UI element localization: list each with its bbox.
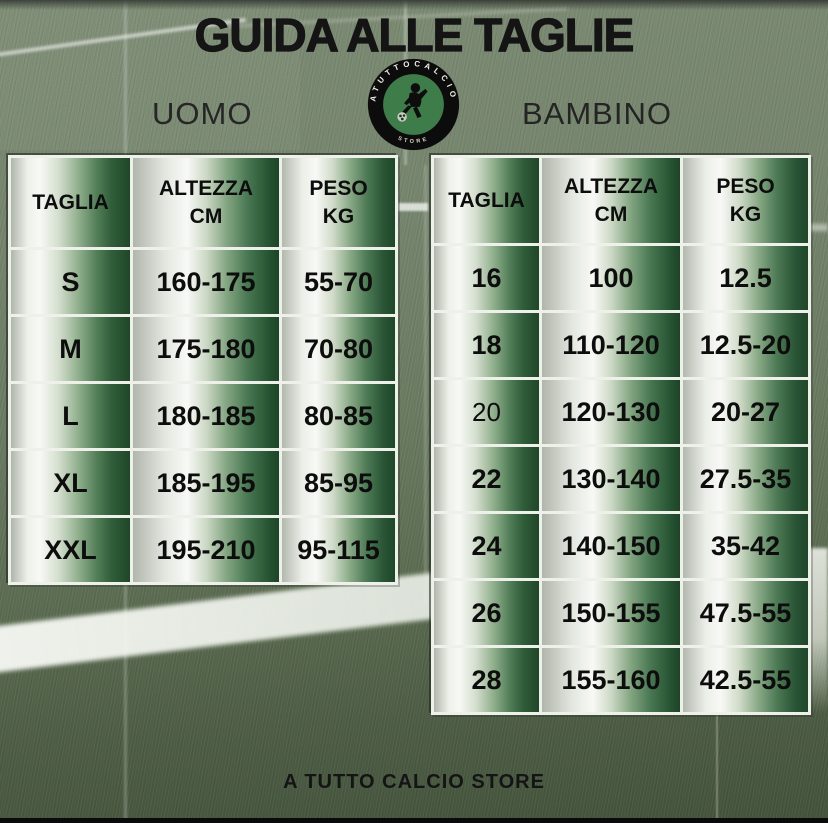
size-cell: 150-155 — [542, 581, 680, 645]
size-cell: 160-175 — [133, 250, 279, 314]
size-table-uomo: TAGLIA ALTEZZA CM PESO KG S 160-175 55-70 M 175-1… — [8, 155, 398, 585]
soccer-ball-icon — [397, 112, 407, 122]
size-cell: 185-195 — [133, 451, 279, 515]
size-cell: 175-180 — [133, 317, 279, 381]
size-cell: 85-95 — [282, 451, 395, 515]
size-cell: 35-42 — [683, 514, 808, 578]
size-cell: 16 — [434, 246, 539, 310]
photo-bottom-edge-bar — [0, 818, 828, 823]
header-cell: TAGLIA — [11, 158, 130, 247]
size-cell: 180-185 — [133, 384, 279, 448]
header-cell: ALTEZZA CM — [133, 158, 279, 247]
size-cell: 120-130 — [542, 380, 680, 444]
header-cell: ALTEZZA CM — [542, 158, 680, 243]
size-cell: 18 — [434, 313, 539, 377]
header-cell: PESO KG — [683, 158, 808, 243]
photo-top-edge-shadow — [0, 0, 828, 10]
size-cell: 140-150 — [542, 514, 680, 578]
size-cell: XL — [11, 451, 130, 515]
size-cell: 20-27 — [683, 380, 808, 444]
header-cell: PESO KG — [282, 158, 395, 247]
page-title: GUIDA ALLE TAGLIE — [194, 8, 635, 61]
size-cell: 100 — [542, 246, 680, 310]
size-cell: 70-80 — [282, 317, 395, 381]
size-cell: 195-210 — [133, 518, 279, 582]
size-cell: 12.5-20 — [683, 313, 808, 377]
size-cell: M — [11, 317, 130, 381]
size-cell: 24 — [434, 514, 539, 578]
size-cell: 80-85 — [282, 384, 395, 448]
field-line-vertical-bottom-right — [716, 715, 718, 823]
section-label-uomo: UOMO — [152, 96, 253, 131]
field-line-vertical-between-tables — [424, 165, 427, 605]
size-cell: 27.5-35 — [683, 447, 808, 511]
section-label-bambino: BAMBINO — [522, 96, 672, 131]
logo-store-text: STORE — [397, 136, 427, 145]
field-line-dash-between-tables — [398, 203, 428, 211]
size-cell: 22 — [434, 447, 539, 511]
logo-store-text-wrap: STORE — [397, 136, 430, 145]
size-cell: XXL — [11, 518, 130, 582]
size-cell: 12.5 — [683, 246, 808, 310]
size-cell: 110-120 — [542, 313, 680, 377]
size-cell: 42.5-55 — [683, 648, 808, 712]
size-cell: 20 — [434, 380, 539, 444]
size-cell: 95-115 — [282, 518, 395, 582]
size-cell: 155-160 — [542, 648, 680, 712]
size-cell: 28 — [434, 648, 539, 712]
size-cell: S — [11, 250, 130, 314]
size-table-bambino: TAGLIA ALTEZZA CM PESO KG 16 100 12.5 18 110-120 1… — [431, 155, 811, 715]
size-cell: 55-70 — [282, 250, 395, 314]
size-cell: 47.5-55 — [683, 581, 808, 645]
store-logo: ATUTTOCALCIO STORE — [367, 58, 460, 151]
footer-text: A TUTTO CALCIO STORE — [283, 771, 545, 793]
size-cell: 26 — [434, 581, 539, 645]
size-cell: L — [11, 384, 130, 448]
size-cell: 130-140 — [542, 447, 680, 511]
soccer-player-icon — [401, 83, 428, 119]
header-cell: TAGLIA — [434, 158, 539, 243]
